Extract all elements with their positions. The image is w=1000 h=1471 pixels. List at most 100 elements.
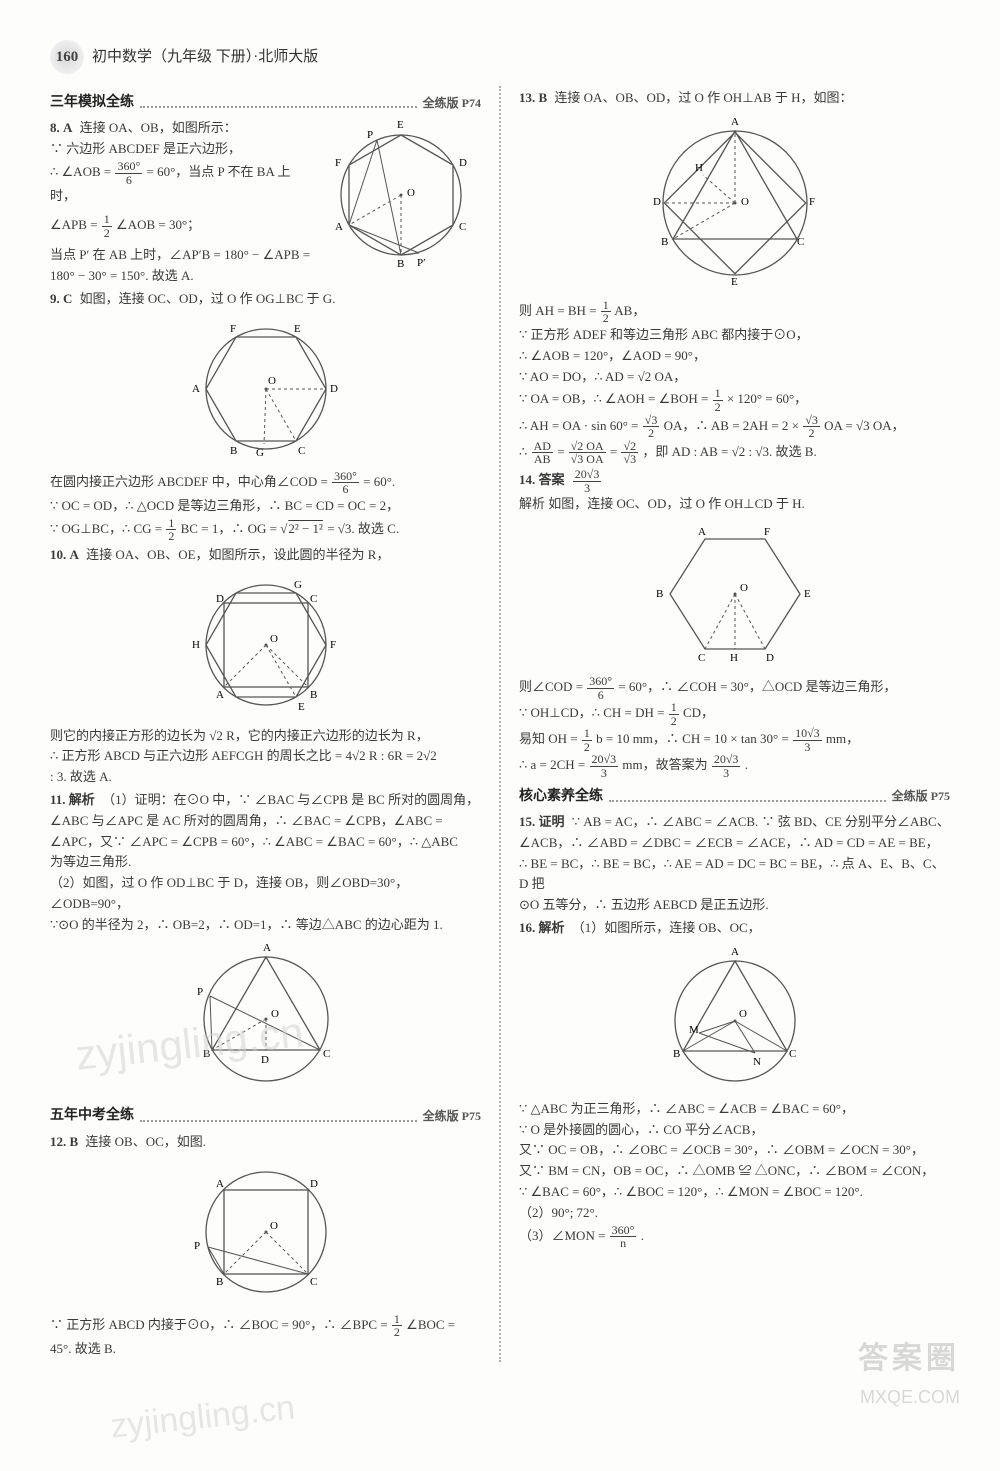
svg-text:A: A <box>263 942 271 954</box>
text: 又∵ OC = OB，∴ ∠OBC = ∠OCB = 30°，∴ ∠OBM = … <box>519 1142 924 1157</box>
text: ∠APB = <box>50 217 101 232</box>
text: . <box>641 1228 644 1243</box>
svg-text:F: F <box>330 639 336 651</box>
svg-text:P′: P′ <box>417 257 426 269</box>
fraction: 12 <box>102 213 112 239</box>
text: ∴ ∠AOB = <box>50 164 114 179</box>
q16-diagram: AB CM NO <box>519 943 950 1093</box>
text: = 60°，∴ ∠COH = 30°，△OCD 是等边三角形， <box>618 679 896 694</box>
section-label: 核心素养全练 <box>519 786 603 808</box>
svg-text:H: H <box>695 162 703 174</box>
left-column: 三年模拟全练 全练版 P74 <box>50 86 481 1362</box>
text: 当点 P′ 在 AB 上时，∠AP′B = 180° − ∠APB = <box>50 247 310 262</box>
q-label: 答案 <box>539 472 565 487</box>
svg-text:D: D <box>330 383 338 395</box>
svg-text:D: D <box>310 1178 318 1190</box>
q-label: 解析 <box>539 920 565 935</box>
svg-text:B: B <box>203 1048 210 1060</box>
text: ⊙O 五等分，∴ 五边形 AEBCD 是正五边形. <box>519 897 769 912</box>
text: AB， <box>614 303 645 318</box>
svg-text:A: A <box>216 1178 224 1190</box>
column-divider <box>499 86 501 1362</box>
svg-text:E: E <box>294 323 301 335</box>
q-num: 14. <box>519 472 535 487</box>
text: ∴ <box>519 444 531 459</box>
page-title: 初中数学（九年级 下册）·北师大版 <box>92 45 318 69</box>
text: CD， <box>683 705 714 720</box>
svg-text:E: E <box>298 701 305 713</box>
text: ∵ AO = DO，∴ AD = √2 OA， <box>519 369 686 384</box>
q-label: 解析 <box>69 792 95 807</box>
svg-text:H: H <box>192 639 200 651</box>
text: = 60°. <box>363 474 395 489</box>
text: b = 10 mm，∴ CH = 10 × tan 30° = <box>596 731 792 746</box>
text: 连接 OB、OC，如图. <box>85 1134 206 1149</box>
page-ref: 全练版 P75 <box>892 787 950 806</box>
text: OA = √3 OA， <box>824 418 905 433</box>
page-ref: 全练版 P74 <box>423 94 481 113</box>
svg-text:F: F <box>335 157 341 169</box>
svg-text:G: G <box>294 579 302 591</box>
text: ∠AOB = 30°； <box>116 217 200 232</box>
text: ∵ AB = AC，∴ ∠ABC = ∠ACB. ∵ 弦 BD、CE 分别平分∠… <box>572 814 950 829</box>
svg-text:B: B <box>397 258 404 270</box>
text: ∠BOC = <box>406 1317 455 1332</box>
text: 解析 如图，连接 OC、OD，过 O 作 OH⊥CD 于 H. <box>519 496 805 511</box>
svg-text:E: E <box>804 588 811 600</box>
text: 为等边三角形. <box>50 854 131 869</box>
fraction: 12 <box>601 299 611 325</box>
text: 连接 OA、OB、OD，过 O 作 OH⊥AB 于 H，如图： <box>554 90 852 105</box>
q14-diagram: AF ED CB OH <box>519 519 950 669</box>
fraction: 360°6 <box>115 160 142 186</box>
page-ref: 全练版 P75 <box>423 1107 481 1126</box>
svg-text:F: F <box>764 526 770 538</box>
text: ，即 AD : AB = √2 : √3. 故选 B. <box>642 444 816 459</box>
q8-diagram: ED CB AF OP P′ <box>321 120 481 270</box>
answer-fraction: 20√33 <box>573 468 602 494</box>
fraction: √32 <box>803 414 820 440</box>
text: 180° − 30° = 150°. 故选 A. <box>50 268 194 283</box>
svg-text:F: F <box>809 196 815 208</box>
fraction: 12 <box>669 701 679 727</box>
section-title: 五年中考全练 全练版 P75 <box>50 1105 481 1127</box>
svg-text:O: O <box>271 1008 279 1020</box>
watermark: zyjingling.cn <box>108 1380 298 1453</box>
question-12: 12. B 连接 OB、OC，如图. AD CB OP <box>50 1132 481 1360</box>
svg-text:B: B <box>310 689 317 701</box>
text: ∵ 正方形 ADEF 和等边三角形 ABC 都内接于⊙O， <box>519 327 809 342</box>
svg-text:E: E <box>397 120 404 131</box>
q-num: 13. <box>519 90 535 105</box>
text: = √3. 故选 C. <box>327 521 399 536</box>
svg-text:P: P <box>367 129 373 141</box>
section-label: 三年模拟全练 <box>50 92 134 114</box>
svg-text:C: C <box>789 1048 796 1060</box>
svg-text:O: O <box>270 633 278 645</box>
svg-text:B: B <box>216 1276 223 1288</box>
text: （2）90°; 72°. <box>519 1205 598 1220</box>
svg-text:O: O <box>407 187 415 199</box>
svg-text:B: B <box>661 236 668 248</box>
q-ans: B <box>539 90 548 105</box>
text: = <box>610 444 621 459</box>
svg-text:B: B <box>656 588 663 600</box>
q-ans: A <box>63 120 72 135</box>
fraction: 12 <box>713 387 723 413</box>
page-header: 160 初中数学（九年级 下册）·北师大版 <box>50 40 950 74</box>
text: 则∠COD = <box>519 679 586 694</box>
text: （1）如图所示，连接 OB、OC， <box>572 920 761 935</box>
fraction: 12 <box>392 1313 402 1339</box>
svg-text:O: O <box>270 1220 278 1232</box>
svg-text:D: D <box>459 157 467 169</box>
text: 则 AH = BH = <box>519 303 600 318</box>
svg-text:O: O <box>268 375 276 387</box>
text: × 120° = 60°， <box>727 391 807 406</box>
svg-text:C: C <box>459 221 466 233</box>
section-title: 三年模拟全练 全练版 P74 <box>50 92 481 114</box>
section-title: 核心素养全练 全练版 P75 <box>519 786 950 808</box>
svg-text:H: H <box>730 652 738 664</box>
fraction: 10√33 <box>793 727 822 753</box>
svg-text:O: O <box>740 582 748 594</box>
question-10: 10. A 连接 OA、OB、OE，如图所示，设此圆的半径为 R， AB CD <box>50 545 481 788</box>
q13-diagram: AB CD EF OH <box>519 113 950 293</box>
section-label: 五年中考全练 <box>50 1105 134 1127</box>
